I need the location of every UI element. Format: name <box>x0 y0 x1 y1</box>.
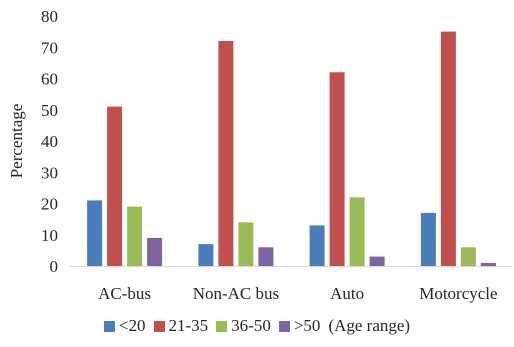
bar-motorcycle-series-2 <box>460 247 476 267</box>
y-tick-label: 40 <box>41 132 58 151</box>
x-tick-label: Non-AC bus <box>193 284 279 303</box>
legend-items: <20 21-35 36-50 >50 <box>103 316 329 336</box>
bar-non-ac-bus-series-2 <box>238 222 254 267</box>
bar-non-ac-bus-series-0 <box>198 244 214 266</box>
bars <box>87 31 496 267</box>
y-tick-labels: 0 10 20 30 40 50 60 70 80 <box>41 7 58 276</box>
legend-label: 36-50 <box>231 316 271 335</box>
legend-label: >50 <box>293 316 321 335</box>
x-tick-labels: AC-bus Non-AC bus Auto Motorcycle <box>98 284 497 303</box>
bar-motorcycle-series-3 <box>480 262 496 266</box>
legend-item: >50 <box>278 316 321 336</box>
legend: <20 21-35 36-50 >50 (Age range) <box>0 316 514 336</box>
bar-chart: Percentage 0 10 20 30 40 50 60 70 80 AC-bus Non-A… <box>7 7 512 303</box>
bar-ac-bus-series-3 <box>147 237 163 266</box>
y-tick-label: 20 <box>41 195 58 214</box>
bar-motorcycle-series-0 <box>420 212 436 266</box>
bar-non-ac-bus-series-3 <box>258 247 274 267</box>
y-tick-label: 50 <box>41 101 58 120</box>
y-tick-label: 60 <box>41 70 58 89</box>
y-tick-label: 70 <box>41 38 58 57</box>
legend-item: 21-35 <box>153 316 209 336</box>
bar-auto-series-0 <box>309 225 325 266</box>
bar-auto-series-2 <box>349 197 365 267</box>
legend-swatch <box>153 320 165 332</box>
legend-note: (Age range) <box>328 316 411 335</box>
x-tick-label: Motorcycle <box>419 284 497 303</box>
bar-motorcycle-series-1 <box>440 31 456 266</box>
y-axis-title-group: Percentage <box>7 104 26 179</box>
y-tick-label: 30 <box>41 163 58 182</box>
y-tick-label: 80 <box>41 7 58 26</box>
bar-auto-series-3 <box>369 256 385 266</box>
bar-ac-bus-series-1 <box>107 106 123 266</box>
legend-label: <20 <box>118 316 146 335</box>
legend-item: 36-50 <box>216 316 271 336</box>
legend-label: 21-35 <box>168 316 209 335</box>
y-tick-label: 0 <box>50 257 59 276</box>
bar-auto-series-1 <box>329 72 345 267</box>
x-tick-label: AC-bus <box>98 284 151 303</box>
y-axis-title: Percentage <box>7 104 26 179</box>
bar-ac-bus-series-2 <box>127 206 143 266</box>
bar-non-ac-bus-series-1 <box>218 41 234 266</box>
legend-swatch <box>216 320 228 332</box>
legend-item: <20 <box>103 316 146 336</box>
legend-swatch <box>278 320 290 332</box>
bar-ac-bus-series-0 <box>87 200 103 266</box>
legend-swatch <box>103 320 115 332</box>
y-tick-label: 10 <box>41 226 58 245</box>
x-tick-label: Auto <box>330 284 364 303</box>
